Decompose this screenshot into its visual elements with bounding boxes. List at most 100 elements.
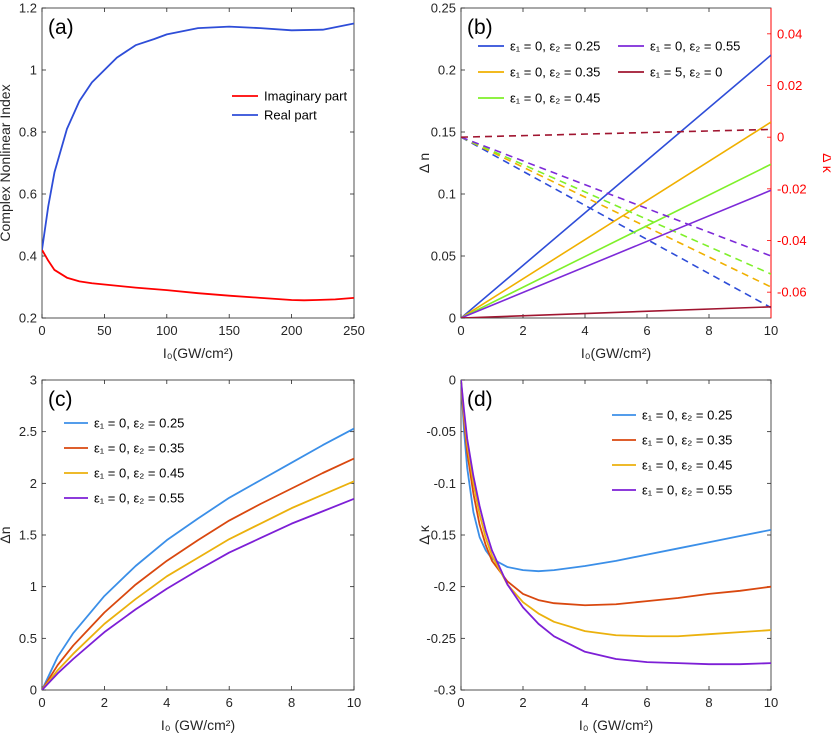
x-tick-label: 6 [643,323,650,338]
y-tick-label: 0.8 [19,125,37,140]
x-tick-label: 4 [581,695,588,710]
x-tick-label: 2 [101,695,108,710]
x-tick-label: 10 [764,323,778,338]
x-tick-label: 8 [705,323,712,338]
x-axis-label: I₀(GW/cm²) [581,345,651,361]
series-line [42,480,354,690]
series-line [42,249,354,302]
series-line [42,497,354,690]
legend-label: ε₁ = 0, ε₂ = 0.45 [510,91,600,106]
series-line [461,380,771,638]
y-tick-label: 0.1 [438,187,456,202]
legend-label: ε₁ = 0, ε₂ = 0.55 [650,39,740,54]
series-line [42,457,354,690]
x-axis-label: I₀ (GW/cm²) [579,717,653,733]
x-tick-label: 100 [156,323,178,338]
y-tick-label: 0.4 [19,249,37,264]
y-tick-label: 0.2 [438,63,456,78]
x-tick-label: 50 [97,323,111,338]
y-right-tick-label: -0.04 [777,233,807,248]
series-line-delta-kappa [461,136,771,288]
series-line [461,380,771,573]
x-tick-label: 8 [705,695,712,710]
series-line-delta-n [461,163,771,318]
series-line-delta-n [461,54,771,318]
x-tick-label: 200 [281,323,303,338]
y-tick-label: 2.5 [19,424,37,439]
series-line-delta-kappa [461,136,771,309]
y-tick-label: 0.5 [19,631,37,646]
y-tick-label: -0.3 [434,683,456,698]
y-tick-label: 1 [30,63,37,78]
x-tick-label: 6 [226,695,233,710]
legend-label: ε₁ = 0, ε₂ = 0.55 [642,483,732,498]
legend: ε₁ = 0, ε₂ = 0.25 ε₁ = 0, ε₂ = 0.35 ε₁ = 0… [612,408,732,498]
legend-label: Real part [264,108,317,123]
axes-frame [41,379,355,691]
legend-label: ε₁ = 0, ε₂ = 0.45 [642,458,732,473]
y-axis-label: Complex Nonlinear Index [0,84,13,241]
x-tick-label: 10 [764,695,778,710]
y-axis-label: Δ n [416,153,432,173]
panel-label: (d) [467,388,493,411]
y-right-tick-label: 0.04 [777,26,802,41]
x-tick-label: 6 [643,695,650,710]
series-line [461,380,771,607]
legend-label: Imaginary part [264,89,347,104]
legend-label: ε₁ = 0, ε₂ = 0.25 [510,39,600,54]
y-tick-label: -0.1 [434,476,456,491]
axes-frame [460,379,772,691]
y-tick-label: 1.2 [19,1,37,16]
y-axis-label: Δ κ [416,524,432,544]
y-tick-label: 0.05 [431,249,456,264]
panel-c: 0 2 4 6 8 10 0 0.5 1 1.5 2 2.5 3 I₀ (GW/cm²) Δn (c) ε₁ =… [0,373,361,734]
y-tick-label: 0 [30,683,37,698]
series-line-delta-n [461,189,771,318]
axes-frame [41,7,355,319]
x-axis-label: I₀(GW/cm²) [163,345,233,361]
y-tick-label: -0.25 [426,631,456,646]
panel-d: 0 2 4 6 8 10 -0.3 -0.25 -0.2 -0.15 -0.1 -0.05 0 I₀ (G… [416,373,778,734]
y-tick-label: 0.25 [431,1,456,16]
panel-a: 0 50 100 150 200 250 0.2 0.4 0.6 0.8 1 1.2 I₀(GW/cm²… [0,1,365,362]
y-tick-label: 0.15 [431,125,456,140]
y-tick-label: 3 [30,373,37,388]
legend-label: ε₁ = 0, ε₂ = 0.35 [642,433,732,448]
series-line-delta-n [461,306,771,318]
series-line-delta-kappa [461,128,771,138]
panel-label: (a) [48,16,74,39]
legend-label: ε₁ = 0, ε₂ = 0.55 [94,491,184,506]
y-tick-label: 2 [30,476,37,491]
x-tick-label: 2 [519,695,526,710]
x-axis-label: I₀ (GW/cm²) [161,717,235,733]
x-tick-label: 0 [457,323,464,338]
series-line [42,427,354,690]
x-tick-label: 4 [581,323,588,338]
legend-label: ε₁ = 0, ε₂ = 0.25 [94,416,184,431]
y-right-axis-label: Δ κ [820,153,831,173]
series-line [461,380,771,666]
legend: ε₁ = 0, ε₂ = 0.25 ε₁ = 0, ε₂ = 0.35 ε₁ = 0… [64,416,184,506]
y-tick-label: -0.05 [426,424,456,439]
legend: ε₁ = 0, ε₂ = 0.25 ε₁ = 0, ε₂ = 0.35 ε₁ = 0… [478,39,740,106]
x-tick-label: 0 [38,323,45,338]
legend-label: ε₁ = 0, ε₂ = 0.25 [642,408,732,423]
y-tick-label: 1.5 [19,528,37,543]
panel-b: 0 2 4 6 8 10 0 0.05 0.1 0.15 0.2 0.25 -0.06 -0.04 -0.0… [416,1,831,362]
x-tick-label: 0 [457,695,464,710]
x-tick-label: 2 [519,323,526,338]
x-tick-label: 4 [163,695,170,710]
legend-label: ε₁ = 0, ε₂ = 0.35 [94,441,184,456]
x-tick-label: 150 [218,323,240,338]
legend-label: ε₁ = 5, ε₂ = 0 [650,65,722,80]
series-line-delta-kappa [461,136,771,257]
y-tick-label: 0.2 [19,311,37,326]
x-tick-label: 8 [288,695,295,710]
y-tick-label: 0.6 [19,187,37,202]
y-right-tick-label: 0 [777,130,784,145]
y-tick-label: 1 [30,579,37,594]
legend-label: ε₁ = 0, ε₂ = 0.45 [94,466,184,481]
y-tick-label: 0 [449,311,456,326]
y-right-tick-label: 0.02 [777,78,802,93]
